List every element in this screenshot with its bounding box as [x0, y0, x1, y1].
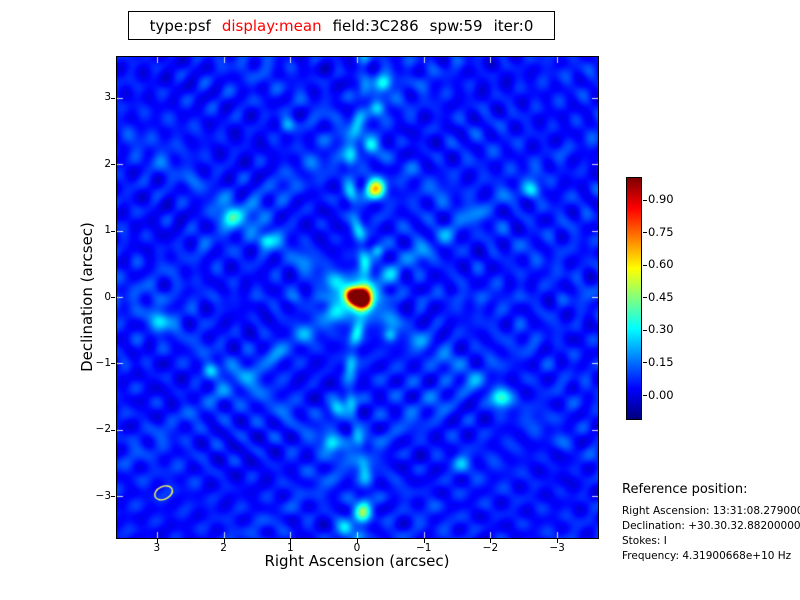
y-tick-mark	[111, 363, 115, 365]
colorbar-gradient	[627, 178, 641, 419]
y-tick-label: −1	[95, 356, 111, 369]
colorbar-tick-mark	[643, 264, 647, 266]
colorbar-tick-label: 0.00	[648, 387, 674, 402]
x-tick-mark	[490, 539, 492, 543]
x-tick-label: −3	[549, 542, 565, 554]
colorbar-tick-label: 0.90	[648, 192, 674, 207]
reference-line: Frequency: 4.31900668e+10 Hz	[622, 550, 792, 562]
psf-heatmap-image	[117, 57, 598, 538]
title-segment: type:psf	[149, 16, 211, 35]
y-tick-label: −3	[95, 489, 111, 502]
colorbar-tick-mark	[643, 362, 647, 364]
x-tick-label: 3	[153, 542, 161, 554]
y-tick-mark	[111, 429, 115, 431]
y-tick-mark	[111, 164, 115, 166]
x-tick-mark	[290, 539, 292, 543]
colorbar	[626, 177, 642, 420]
colorbar-tick-mark	[643, 232, 647, 234]
x-tick-mark	[357, 539, 358, 543]
x-tick-label: −1	[415, 542, 432, 554]
reference-position-block: Reference position: Right Ascension: 13:…	[622, 482, 800, 564]
x-axis-label: Right Ascension (arcsec)	[264, 552, 450, 570]
x-tick-mark	[223, 539, 225, 543]
colorbar-tick-mark	[643, 395, 647, 396]
y-tick-mark	[111, 97, 115, 99]
title-box: type:psf display:mean field:3C286 spw:59 ite…	[128, 11, 555, 40]
x-tick-label: 1	[286, 542, 294, 554]
colorbar-tick-mark	[643, 329, 647, 331]
reference-line: Declination: +30.30.32.88200000	[622, 520, 800, 532]
reference-title: Reference position:	[622, 482, 748, 497]
title-segment: iter:0	[493, 16, 534, 35]
y-tick-label: −2	[95, 423, 111, 436]
colorbar-tick-label: 0.75	[648, 224, 674, 239]
y-tick-label: 0	[104, 290, 111, 303]
x-tick-label: 2	[220, 542, 227, 554]
y-tick-label: 2	[104, 157, 111, 170]
colorbar-tick-label: 0.45	[648, 289, 674, 304]
title-segment: spw:59	[429, 16, 483, 35]
x-tick-mark	[557, 539, 559, 543]
x-tick-mark	[156, 539, 158, 543]
y-tick-label: 3	[104, 91, 111, 104]
y-tick-label: 1	[104, 224, 111, 237]
colorbar-tick-mark	[643, 297, 647, 299]
reference-line: Stokes: I	[622, 535, 667, 547]
y-tick-mark	[111, 230, 115, 232]
x-tick-mark	[423, 539, 425, 543]
y-tick-mark	[111, 496, 115, 498]
colorbar-tick-label: 0.30	[648, 322, 674, 337]
colorbar-tick-label: 0.60	[648, 257, 674, 272]
title-segment: display:mean	[221, 16, 322, 35]
y-tick-mark	[111, 297, 115, 298]
colorbar-tick-label: 0.15	[648, 354, 674, 369]
plot-area	[116, 56, 599, 539]
title-segment: field:3C286	[332, 16, 419, 35]
x-tick-label: −2	[482, 542, 499, 554]
x-tick-label: 0	[353, 542, 361, 554]
colorbar-tick-mark	[643, 199, 647, 201]
reference-line: Right Ascension: 13:31:08.27900000	[622, 505, 800, 517]
